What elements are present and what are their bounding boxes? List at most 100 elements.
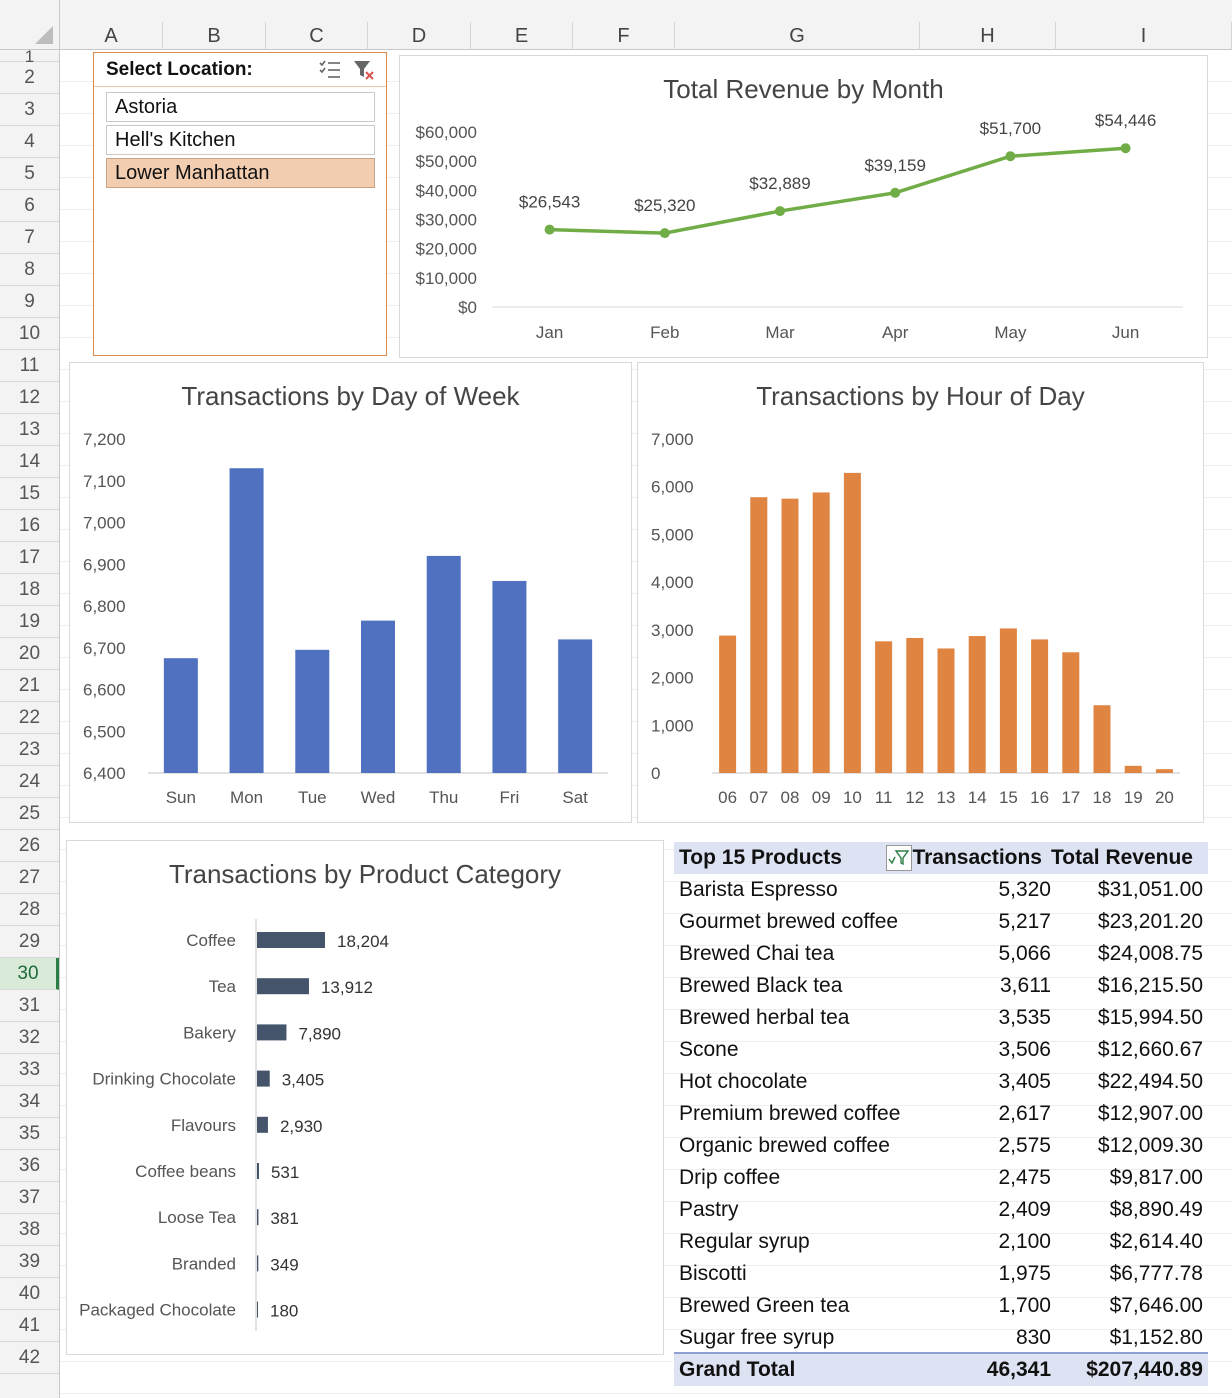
transactions-value: 2,475 bbox=[998, 1166, 1051, 1189]
row-header-21[interactable]: 21 bbox=[0, 670, 59, 702]
transactions-by-hour-chart[interactable]: Transactions by Hour of Day 7,000 6,000 5,… bbox=[637, 362, 1204, 823]
row-header-25[interactable]: 25 bbox=[0, 798, 59, 830]
row-header-19[interactable]: 19 bbox=[0, 606, 59, 638]
row-header-27[interactable]: 27 bbox=[0, 862, 59, 894]
revenue-value: $12,009.30 bbox=[1097, 1134, 1203, 1157]
row-header-14[interactable]: 14 bbox=[0, 446, 59, 478]
row-header-32[interactable]: 32 bbox=[0, 1022, 59, 1054]
transactions-by-category-chart[interactable]: Transactions by Product Category Coffee 1… bbox=[66, 840, 664, 1355]
x-tick-label: 15 bbox=[999, 788, 1018, 807]
row-header-20[interactable]: 20 bbox=[0, 638, 59, 670]
row-header-23[interactable]: 23 bbox=[0, 734, 59, 766]
table-row[interactable]: Pastry 2,409 $8,890.49 bbox=[674, 1194, 1208, 1226]
table-row[interactable]: Scone 3,506 $12,660.67 bbox=[674, 1034, 1208, 1066]
table-row[interactable]: Organic brewed coffee 2,575 $12,009.30 bbox=[674, 1130, 1208, 1162]
row-header-17[interactable]: 17 bbox=[0, 542, 59, 574]
row-header-29[interactable]: 29 bbox=[0, 926, 59, 958]
chart-title: Transactions by Product Category bbox=[168, 859, 562, 889]
column-header-c[interactable]: C bbox=[266, 22, 368, 50]
row-header-12[interactable]: 12 bbox=[0, 382, 59, 414]
column-header-e[interactable]: E bbox=[471, 22, 573, 50]
table-row[interactable]: Brewed Chai tea 5,066 $24,008.75 bbox=[674, 938, 1208, 970]
slicer-item[interactable]: Lower Manhattan bbox=[106, 158, 375, 188]
row-header-8[interactable]: 8 bbox=[0, 254, 59, 286]
row-header-38[interactable]: 38 bbox=[0, 1214, 59, 1246]
table-row[interactable]: Gourmet brewed coffee 5,217 $23,201.20 bbox=[674, 906, 1208, 938]
table-row[interactable]: Regular syrup 2,100 $2,614.40 bbox=[674, 1226, 1208, 1258]
row-header-35[interactable]: 35 bbox=[0, 1118, 59, 1150]
table-row[interactable]: Brewed Green tea 1,700 $7,646.00 bbox=[674, 1290, 1208, 1322]
filter-dropdown-icon[interactable] bbox=[886, 845, 912, 871]
top-products-pivot-table[interactable]: Top 15 Products Transactions Total Reven… bbox=[674, 840, 1208, 1386]
table-row[interactable]: Brewed herbal tea 3,535 $15,994.50 bbox=[674, 1002, 1208, 1034]
data-label: 381 bbox=[270, 1209, 298, 1228]
table-row[interactable]: Hot chocolate 3,405 $22,494.50 bbox=[674, 1066, 1208, 1098]
x-tick-label: 10 bbox=[843, 788, 862, 807]
column-header-f[interactable]: F bbox=[573, 22, 675, 50]
y-tick-label: 6,000 bbox=[651, 478, 694, 497]
table-row[interactable]: Biscotti 1,975 $6,777.78 bbox=[674, 1258, 1208, 1290]
row-header-22[interactable]: 22 bbox=[0, 702, 59, 734]
row-header-4[interactable]: 4 bbox=[0, 126, 59, 158]
row-header-24[interactable]: 24 bbox=[0, 766, 59, 798]
bar bbox=[257, 1301, 258, 1318]
row-header-3[interactable]: 3 bbox=[0, 94, 59, 126]
y-tick-label: $50,000 bbox=[416, 152, 477, 171]
slicer-item[interactable]: Hell's Kitchen bbox=[106, 125, 375, 155]
multi-select-icon[interactable] bbox=[318, 58, 342, 82]
row-header-5[interactable]: 5 bbox=[0, 158, 59, 190]
product-name: Scone bbox=[679, 1038, 739, 1061]
revenue-value: $15,994.50 bbox=[1097, 1006, 1203, 1029]
row-header-16[interactable]: 16 bbox=[0, 510, 59, 542]
clear-filter-icon[interactable] bbox=[352, 58, 376, 82]
x-tick-label: Mon bbox=[230, 788, 263, 807]
row-header-41[interactable]: 41 bbox=[0, 1310, 59, 1342]
slicer-item[interactable]: Astoria bbox=[106, 92, 375, 122]
table-row[interactable]: Sugar free syrup 830 $1,152.80 bbox=[674, 1322, 1208, 1354]
select-all-corner[interactable] bbox=[0, 0, 60, 50]
row-header-40[interactable]: 40 bbox=[0, 1278, 59, 1310]
column-header-d[interactable]: D bbox=[368, 22, 471, 50]
row-header-2[interactable]: 2 bbox=[0, 62, 59, 94]
column-header-b[interactable]: B bbox=[163, 22, 266, 50]
transactions-value: 1,700 bbox=[998, 1294, 1051, 1317]
bar bbox=[257, 932, 325, 948]
row-header-11[interactable]: 11 bbox=[0, 350, 59, 382]
column-header-h[interactable]: H bbox=[920, 22, 1056, 50]
transactions-by-day-chart[interactable]: Transactions by Day of Week 7,200 7,100 7,… bbox=[69, 362, 632, 823]
row-header-6[interactable]: 6 bbox=[0, 190, 59, 222]
row-header-13[interactable]: 13 bbox=[0, 414, 59, 446]
row-header-15[interactable]: 15 bbox=[0, 478, 59, 510]
location-slicer[interactable]: Select Location: Astoria Hell's Kitchen Lo… bbox=[93, 52, 387, 356]
product-name: Sugar free syrup bbox=[679, 1326, 835, 1349]
bar bbox=[719, 635, 737, 773]
column-header-g[interactable]: G bbox=[675, 22, 920, 50]
table-row[interactable]: Brewed Black tea 3,611 $16,215.50 bbox=[674, 970, 1208, 1002]
row-header-30[interactable]: 30 bbox=[0, 958, 59, 990]
row-header-28[interactable]: 28 bbox=[0, 894, 59, 926]
table-row[interactable]: Barista Espresso 5,320 $31,051.00 bbox=[674, 874, 1208, 906]
row-header-42[interactable]: 42 bbox=[0, 1342, 59, 1374]
category-label: Packaged Chocolate bbox=[79, 1301, 236, 1320]
row-header-31[interactable]: 31 bbox=[0, 990, 59, 1022]
row-header-9[interactable]: 9 bbox=[0, 286, 59, 318]
transactions-value: 2,617 bbox=[998, 1102, 1051, 1125]
row-header-37[interactable]: 37 bbox=[0, 1182, 59, 1214]
row-header-1[interactable]: 1 bbox=[0, 48, 59, 65]
x-tick-label: 16 bbox=[1030, 788, 1049, 807]
revenue-value: $23,201.20 bbox=[1097, 910, 1203, 933]
row-header-33[interactable]: 33 bbox=[0, 1054, 59, 1086]
row-header-36[interactable]: 36 bbox=[0, 1150, 59, 1182]
row-header-34[interactable]: 34 bbox=[0, 1086, 59, 1118]
row-header-10[interactable]: 10 bbox=[0, 318, 59, 350]
x-tick-label: Tue bbox=[298, 788, 327, 807]
column-header-a[interactable]: A bbox=[60, 22, 163, 50]
revenue-by-month-chart[interactable]: Total Revenue by Month $60,000 $50,000 $40… bbox=[399, 55, 1208, 358]
table-row[interactable]: Drip coffee 2,475 $9,817.00 bbox=[674, 1162, 1208, 1194]
column-header-i[interactable]: I bbox=[1056, 22, 1232, 50]
table-row[interactable]: Premium brewed coffee 2,617 $12,907.00 bbox=[674, 1098, 1208, 1130]
row-header-18[interactable]: 18 bbox=[0, 574, 59, 606]
row-header-39[interactable]: 39 bbox=[0, 1246, 59, 1278]
row-header-7[interactable]: 7 bbox=[0, 222, 59, 254]
row-header-26[interactable]: 26 bbox=[0, 830, 59, 862]
